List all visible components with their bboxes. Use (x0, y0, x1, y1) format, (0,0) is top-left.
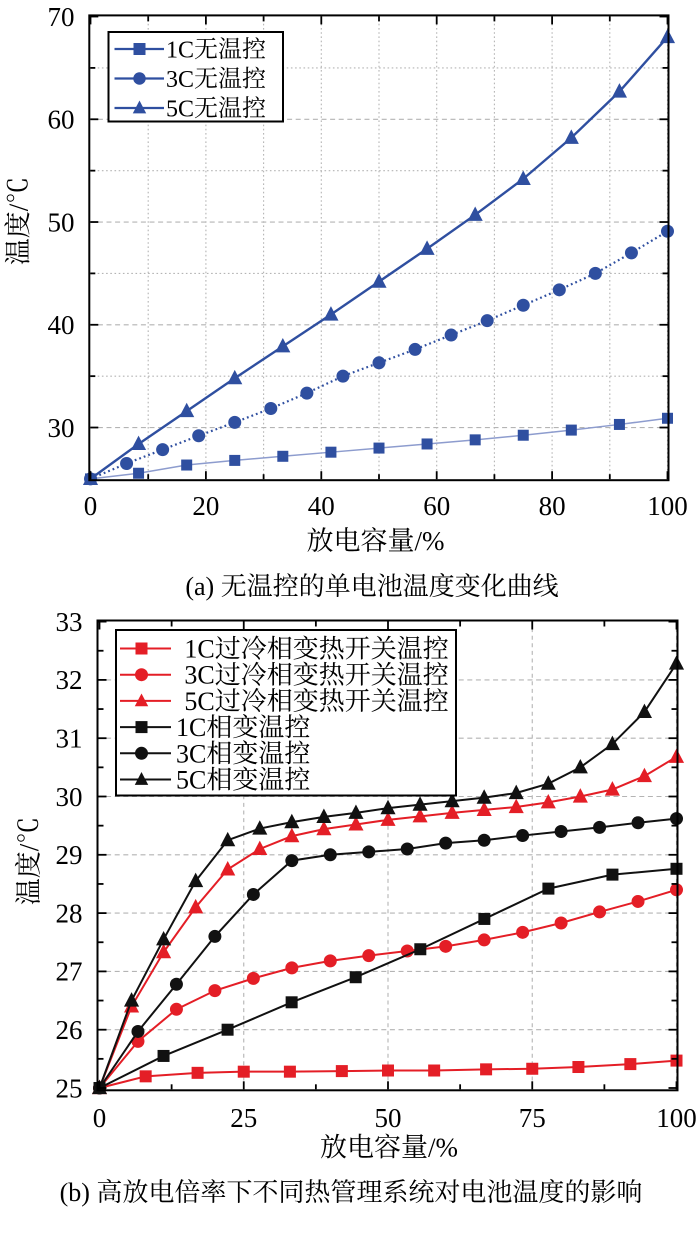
svg-text:3C: 3C (184, 661, 214, 690)
svg-text:1C: 1C (166, 37, 194, 63)
svg-text:60: 60 (48, 105, 75, 135)
svg-text:3C: 3C (166, 67, 194, 93)
svg-text:0: 0 (84, 491, 98, 521)
svg-text:29: 29 (56, 840, 83, 870)
svg-text:50: 50 (48, 207, 75, 237)
svg-text:/%: /% (428, 1132, 458, 1162)
svg-text:25: 25 (230, 1103, 257, 1133)
svg-text:40: 40 (308, 491, 335, 521)
svg-text:5C: 5C (176, 765, 206, 794)
svg-text:40: 40 (48, 310, 75, 340)
svg-text:27: 27 (56, 957, 83, 987)
svg-text:75: 75 (519, 1103, 546, 1133)
svg-text:33: 33 (56, 607, 83, 637)
svg-text:20: 20 (192, 491, 219, 521)
svg-text:5C: 5C (184, 687, 214, 716)
svg-text:(b): (b) (60, 1178, 90, 1207)
svg-text:/%: /% (415, 526, 445, 556)
svg-text:60: 60 (423, 491, 450, 521)
svg-text:5C: 5C (166, 96, 194, 122)
svg-text:31: 31 (56, 724, 83, 754)
svg-text:28: 28 (56, 898, 83, 928)
svg-text:30: 30 (56, 782, 83, 812)
svg-text:3C: 3C (176, 739, 206, 768)
svg-text:/: / (14, 843, 44, 851)
svg-text:0: 0 (93, 1103, 107, 1133)
svg-text:50: 50 (375, 1103, 402, 1133)
svg-text:100: 100 (656, 1103, 697, 1133)
svg-text:1C: 1C (176, 713, 206, 742)
svg-text:100: 100 (647, 491, 688, 521)
svg-text:(a): (a) (185, 572, 214, 601)
svg-text:25: 25 (56, 1073, 83, 1103)
svg-text:30: 30 (48, 413, 75, 443)
svg-text:/: / (3, 203, 33, 211)
svg-text:1C: 1C (184, 634, 214, 663)
svg-text:70: 70 (48, 2, 75, 32)
svg-text:26: 26 (56, 1015, 83, 1045)
svg-text:32: 32 (56, 665, 83, 695)
svg-text:80: 80 (539, 491, 566, 521)
